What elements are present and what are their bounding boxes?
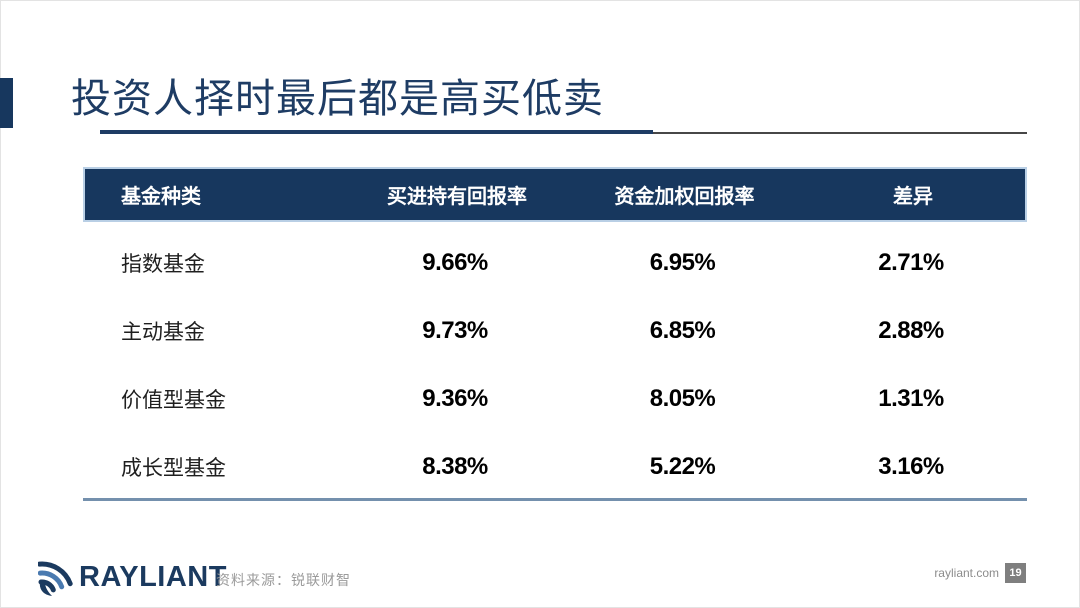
title-underline-thick [100, 130, 653, 134]
table-header-row: 基金种类 买进持有回报率 资金加权回报率 差异 [83, 167, 1027, 222]
table-body: 指数基金 9.66% 6.95% 2.71% 主动基金 9.73% 6.85% … [83, 229, 1027, 501]
difference-value: 1.31% [878, 385, 944, 412]
header-difference: 差异 [893, 186, 933, 208]
website-text: rayliant.com [934, 566, 999, 580]
buy-hold-value: 9.66% [422, 249, 488, 276]
header-fund-type: 基金种类 [121, 186, 201, 208]
difference-value: 2.71% [878, 249, 944, 276]
header-buy-hold-return: 买进持有回报率 [387, 186, 527, 208]
footer-right: rayliant.com 19 [934, 563, 1026, 583]
table-row: 主动基金 9.73% 6.85% 2.88% [83, 297, 1027, 365]
rayliant-logo-text: RAYLIANT [79, 561, 227, 593]
page-number-badge: 19 [1005, 563, 1026, 583]
buy-hold-value: 8.38% [422, 453, 488, 480]
row-label: 指数基金 [121, 253, 205, 276]
header-money-weighted-return: 资金加权回报率 [614, 186, 755, 208]
title-underline-thin [653, 132, 1027, 134]
buy-hold-value: 9.36% [422, 385, 488, 412]
money-weighted-value: 5.22% [649, 453, 716, 480]
difference-value: 2.88% [878, 317, 944, 344]
table-row: 价值型基金 9.36% 8.05% 1.31% [83, 365, 1027, 433]
rayliant-wing-icon [36, 554, 74, 601]
table-bottom-border [83, 498, 1027, 501]
buy-hold-value: 9.73% [422, 317, 488, 344]
rayliant-logo: RAYLIANT [36, 554, 227, 601]
fund-returns-table: 基金种类 买进持有回报率 资金加权回报率 差异 指数基金 9.66% 6.95%… [83, 167, 1027, 501]
money-weighted-value: 6.85% [649, 317, 716, 344]
table-row: 成长型基金 8.38% 5.22% 3.16% [83, 433, 1027, 501]
page-title: 投资人择时最后都是高买低卖 [71, 77, 604, 121]
row-label: 成长型基金 [121, 457, 226, 480]
title-accent-bar [0, 78, 13, 128]
difference-value: 3.16% [878, 453, 944, 480]
money-weighted-value: 6.95% [649, 249, 716, 276]
row-label: 主动基金 [121, 321, 205, 344]
source-note: 资料来源：锐联财智 [216, 572, 351, 588]
row-label: 价值型基金 [121, 389, 226, 412]
table-row: 指数基金 9.66% 6.95% 2.71% [83, 229, 1027, 297]
money-weighted-value: 8.05% [649, 385, 716, 412]
